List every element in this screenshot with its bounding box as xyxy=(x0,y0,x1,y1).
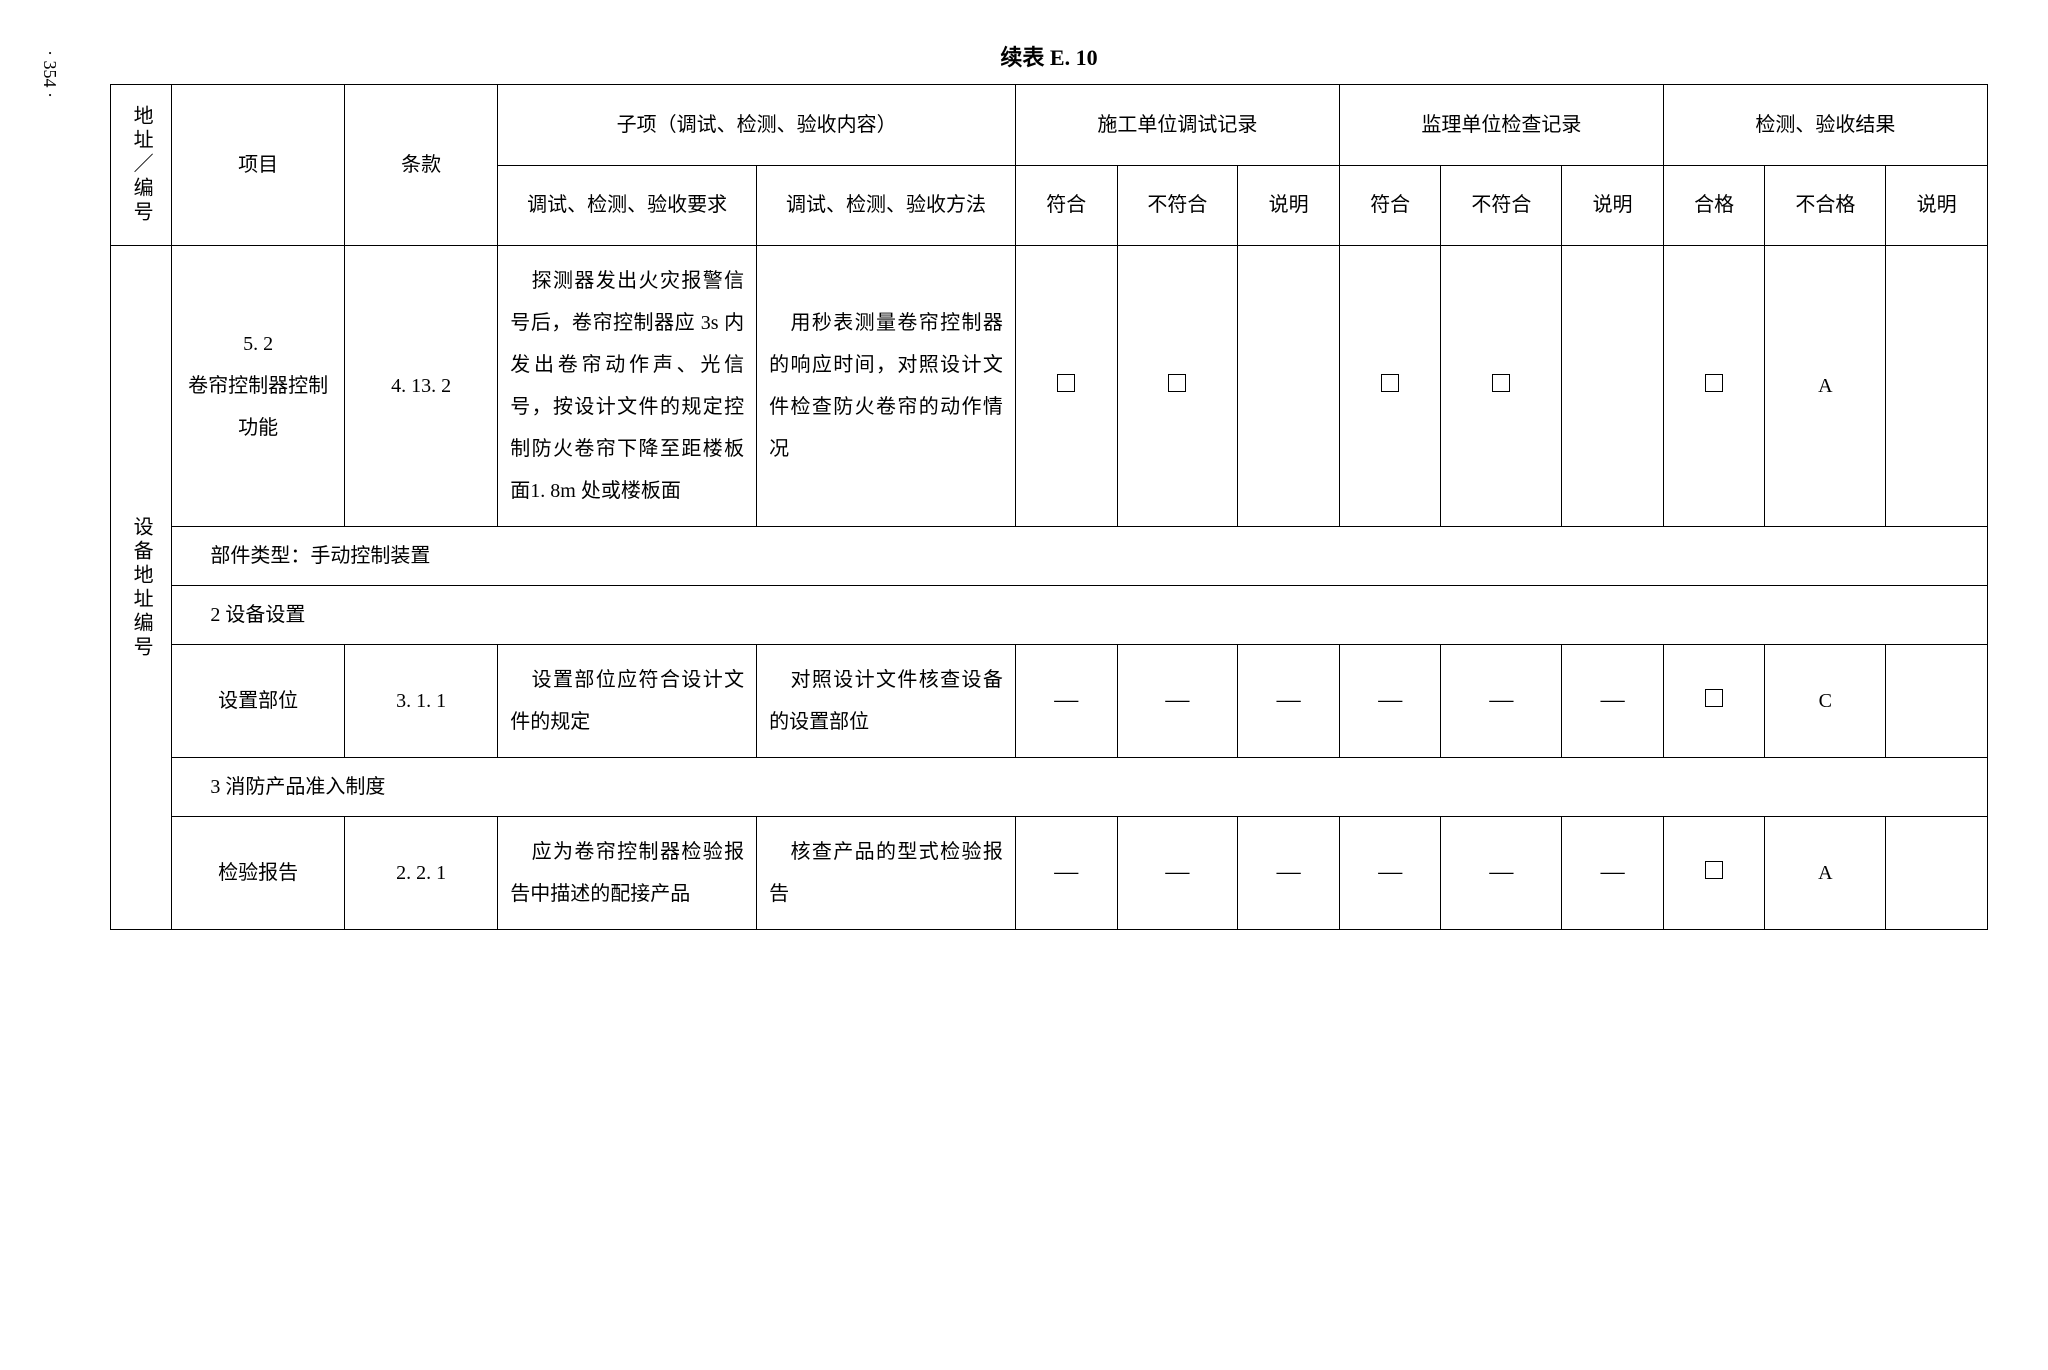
row2-conform: — xyxy=(1015,645,1117,758)
row1-method: 用秒表测量卷帘控制器的响应时间，对照设计文件检查防火卷帘的动作情况 xyxy=(757,246,1016,527)
checkbox-icon xyxy=(1705,374,1723,392)
section2: 2 设备设置 xyxy=(172,586,1988,645)
checkbox-icon xyxy=(1057,374,1075,392)
main-content: 续表 E. 10 地址／编号 项目 xyxy=(110,40,1988,930)
table-row: 检验报告 2. 2. 1 应为卷帘控制器检验报告中描述的配接产品 核查产品的型式… xyxy=(111,817,1988,930)
subheader-nonconform: 不符合 xyxy=(1117,165,1238,246)
subheader-conform: 符合 xyxy=(1015,165,1117,246)
row2-note2: — xyxy=(1562,645,1664,758)
subheader-pass: 合格 xyxy=(1663,165,1765,246)
checkbox-icon xyxy=(1705,861,1723,879)
row3-note: — xyxy=(1238,817,1340,930)
row3-conform: — xyxy=(1015,817,1117,930)
row2-requirement: 设置部位应符合设计文件的规定 xyxy=(498,645,757,758)
row1-requirement: 探测器发出火灾报警信号后，卷帘控制器应 3s 内发出卷帘动作声、光信号，按设计文… xyxy=(498,246,757,527)
row2-nonconform2: — xyxy=(1441,645,1562,758)
row3-pass xyxy=(1663,817,1765,930)
row1-note2 xyxy=(1562,246,1664,527)
section1: 部件类型：手动控制装置 xyxy=(172,527,1988,586)
row3-note3 xyxy=(1886,817,1988,930)
subheader-note2: 说明 xyxy=(1562,165,1664,246)
subheader-note: 说明 xyxy=(1238,165,1340,246)
row2-conform2: — xyxy=(1339,645,1441,758)
row2-pass xyxy=(1663,645,1765,758)
row1-pass xyxy=(1663,246,1765,527)
row3-nonconform2: — xyxy=(1441,817,1562,930)
section-row: 3 消防产品准入制度 xyxy=(111,758,1988,817)
subheader-method: 调试、检测、验收方法 xyxy=(757,165,1016,246)
checkbox-icon xyxy=(1492,374,1510,392)
header-item: 项目 xyxy=(172,85,345,246)
row3-requirement: 应为卷帘控制器检验报告中描述的配接产品 xyxy=(498,817,757,930)
header-result: 检测、验收结果 xyxy=(1663,85,1987,166)
row1-conform2 xyxy=(1339,246,1441,527)
checkbox-icon xyxy=(1705,689,1723,707)
row3-note2: — xyxy=(1562,817,1664,930)
subheader-conform2: 符合 xyxy=(1339,165,1441,246)
sidebar-label: 设备地址编号 xyxy=(111,246,172,930)
row1-fail: A xyxy=(1765,246,1886,527)
header-row-1: 地址／编号 项目 条款 子项（调试、检测、验收内容） 施工单位调试记录 监理单位… xyxy=(111,85,1988,166)
row2-note3 xyxy=(1886,645,1988,758)
header-subitem: 子项（调试、检测、验收内容） xyxy=(498,85,1016,166)
section3: 3 消防产品准入制度 xyxy=(172,758,1988,817)
header-addr: 地址／编号 xyxy=(111,85,172,246)
subheader-note3: 说明 xyxy=(1886,165,1988,246)
header-construction: 施工单位调试记录 xyxy=(1015,85,1339,166)
checkbox-icon xyxy=(1168,374,1186,392)
section-row: 2 设备设置 xyxy=(111,586,1988,645)
row1-note3 xyxy=(1886,246,1988,527)
subheader-fail: 不合格 xyxy=(1765,165,1886,246)
row1-note xyxy=(1238,246,1340,527)
row3-item: 检验报告 xyxy=(172,817,345,930)
row2-fail: C xyxy=(1765,645,1886,758)
table-title: 续表 E. 10 xyxy=(110,40,1988,72)
row3-method: 核查产品的型式检验报告 xyxy=(757,817,1016,930)
row3-nonconform: — xyxy=(1117,817,1238,930)
page-number: · 354 · xyxy=(30,40,60,70)
subheader-nonconform2: 不符合 xyxy=(1441,165,1562,246)
row3-clause: 2. 2. 1 xyxy=(344,817,497,930)
row3-conform2: — xyxy=(1339,817,1441,930)
inspection-table: 地址／编号 项目 条款 子项（调试、检测、验收内容） 施工单位调试记录 监理单位… xyxy=(110,84,1988,930)
row2-item: 设置部位 xyxy=(172,645,345,758)
row3-fail: A xyxy=(1765,817,1886,930)
row2-note: — xyxy=(1238,645,1340,758)
table-row: 设备地址编号 5. 2 卷帘控制器控制功能 4. 13. 2 探测器发出火灾报警… xyxy=(111,246,1988,527)
row1-clause: 4. 13. 2 xyxy=(344,246,497,527)
row2-clause: 3. 1. 1 xyxy=(344,645,497,758)
row1-item: 5. 2 卷帘控制器控制功能 xyxy=(172,246,345,527)
table-row: 设置部位 3. 1. 1 设置部位应符合设计文件的规定 对照设计文件核查设备的设… xyxy=(111,645,1988,758)
section-row: 部件类型：手动控制装置 xyxy=(111,527,1988,586)
row1-nonconform2 xyxy=(1441,246,1562,527)
header-clause: 条款 xyxy=(344,85,497,246)
subheader-requirement: 调试、检测、验收要求 xyxy=(498,165,757,246)
row2-method: 对照设计文件核查设备的设置部位 xyxy=(757,645,1016,758)
checkbox-icon xyxy=(1381,374,1399,392)
header-supervision: 监理单位检查记录 xyxy=(1339,85,1663,166)
row2-nonconform: — xyxy=(1117,645,1238,758)
row1-conform xyxy=(1015,246,1117,527)
row1-nonconform xyxy=(1117,246,1238,527)
